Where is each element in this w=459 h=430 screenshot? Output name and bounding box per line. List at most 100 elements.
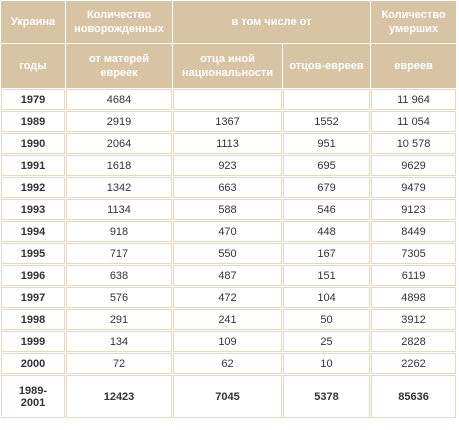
year-cell: 2000 — [1, 353, 65, 374]
value-cell: 472 — [173, 287, 282, 308]
cell-text: 10 578 — [396, 137, 431, 150]
value-cell: 10 — [283, 353, 371, 374]
cell-text: 4898 — [401, 291, 426, 304]
cell-text: 11 964 — [397, 93, 430, 106]
cell-text: 1992 — [20, 181, 46, 194]
table-row: 1997 576 472 104 4898 — [1, 287, 457, 308]
value-cell: 470 — [173, 221, 282, 242]
cell-text: 8449 — [401, 225, 426, 238]
cell-text: 1367 — [215, 115, 240, 128]
cell-text: 85636 — [398, 390, 429, 403]
year-cell: 1997 — [1, 287, 65, 308]
cell-text: 638 — [109, 269, 129, 282]
value-cell: 1342 — [66, 177, 172, 198]
header-cell: Количество новорожденных — [66, 1, 172, 43]
value-cell: 50 — [283, 309, 371, 330]
value-cell: 918 — [66, 221, 172, 242]
value-cell: 9123 — [371, 199, 457, 220]
cell-text: 9629 — [401, 159, 426, 172]
value-cell: 717 — [66, 243, 172, 264]
cell-text: 1996 — [20, 269, 46, 282]
cell-text: 1998 — [20, 313, 46, 326]
year-cell: 1989 — [1, 111, 65, 132]
cell-text: 5378 — [314, 390, 339, 403]
cell-text: 3912 — [401, 313, 426, 326]
cell-text: 72 — [112, 357, 126, 370]
cell-text: 1991 — [20, 159, 46, 172]
value-cell: 6119 — [371, 265, 457, 286]
table-row: 1994 918 470 448 8449 — [1, 221, 457, 242]
cell-text: 1342 — [106, 181, 132, 194]
header-row: годы от матерей евреек отца иной национа… — [1, 44, 457, 88]
value-cell: 9629 — [371, 155, 457, 176]
cell-text: 1618 — [106, 159, 132, 172]
value-cell: 1618 — [66, 155, 172, 176]
cell-text: 9479 — [401, 181, 426, 194]
cell-text: 448 — [317, 225, 336, 238]
value-cell — [283, 89, 371, 110]
cell-text: 12423 — [103, 390, 135, 403]
value-cell: 11 054 — [371, 111, 457, 132]
header-cell: в том числе от — [173, 1, 371, 43]
value-cell: 104 — [283, 287, 371, 308]
value-cell: 12423 — [66, 375, 172, 418]
value-cell: 695 — [283, 155, 371, 176]
header-cell: евреев — [371, 44, 457, 88]
cell-text: 951 — [317, 137, 336, 150]
cell-text: 151 — [317, 269, 336, 282]
value-cell: 2262 — [371, 353, 457, 374]
value-cell: 638 — [66, 265, 172, 286]
year-cell: 1992 — [1, 177, 65, 198]
year-cell: 1995 — [1, 243, 65, 264]
value-cell: 588 — [173, 199, 282, 220]
table-row: 1989 2919 1367 1552 11 054 — [1, 111, 457, 132]
year-cell: 1994 — [1, 221, 65, 242]
value-cell: 25 — [283, 331, 371, 352]
cell-text: 918 — [109, 225, 129, 238]
value-cell: 10 578 — [371, 133, 457, 154]
data-table: Украина Количество новорожденных в том ч… — [0, 0, 458, 419]
value-cell: 1113 — [173, 133, 282, 154]
value-cell — [173, 89, 282, 110]
cell-text: 6119 — [401, 269, 426, 282]
value-cell: 11 964 — [371, 89, 457, 110]
cell-text: 134 — [109, 335, 129, 348]
value-cell: 550 — [173, 243, 282, 264]
header-cell: Украина — [1, 1, 65, 43]
cell-text: 1989 — [20, 115, 46, 128]
cell-text: 1552 — [314, 115, 339, 128]
cell-text: 472 — [218, 291, 237, 304]
year-cell: 1990 — [1, 133, 65, 154]
year-cell: 1989-2001 — [1, 375, 65, 418]
value-cell: 679 — [283, 177, 371, 198]
value-cell: 3912 — [371, 309, 457, 330]
header-cell: от матерей евреек — [66, 44, 172, 88]
value-cell: 62 — [173, 353, 282, 374]
table-row: 1992 1342 663 679 9479 — [1, 177, 457, 198]
value-cell: 151 — [283, 265, 371, 286]
table-row: 1990 2064 1113 951 10 578 — [1, 133, 457, 154]
year-cell: 1993 — [1, 199, 65, 220]
value-cell: 2919 — [66, 111, 172, 132]
value-cell: 134 — [66, 331, 172, 352]
cell-text: 2064 — [106, 137, 132, 150]
cell-text: 1994 — [20, 225, 46, 238]
header-cell: отца иной национальности — [173, 44, 282, 88]
cell-text: 4684 — [106, 93, 132, 106]
value-cell: 951 — [283, 133, 371, 154]
cell-text: 241 — [218, 313, 237, 326]
cell-text: 717 — [109, 247, 129, 260]
table-row: 1999 134 109 25 2828 — [1, 331, 457, 352]
header-cell: Количество умерших — [371, 1, 457, 43]
value-cell: 291 — [66, 309, 172, 330]
cell-text: 470 — [218, 225, 237, 238]
value-cell: 9479 — [371, 177, 457, 198]
value-cell: 4898 — [371, 287, 457, 308]
cell-text: 167 — [317, 247, 336, 260]
cell-text: 11 054 — [397, 115, 430, 128]
value-cell: 1134 — [66, 199, 172, 220]
cell-text: 2262 — [401, 357, 426, 370]
table-row: 1991 1618 923 695 9629 — [1, 155, 457, 176]
table-row: 1998 291 241 50 3912 — [1, 309, 457, 330]
